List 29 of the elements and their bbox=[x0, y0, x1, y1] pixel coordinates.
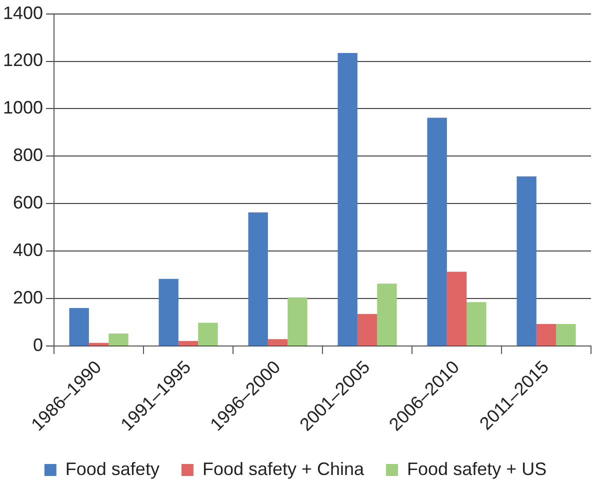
bar bbox=[178, 341, 198, 346]
bar bbox=[268, 339, 288, 346]
y-tick-label: 1000 bbox=[2, 98, 44, 118]
bar bbox=[158, 278, 178, 346]
bar bbox=[466, 302, 486, 346]
y-tick-label: 400 bbox=[12, 240, 44, 260]
y-tick-label: 1200 bbox=[2, 50, 44, 70]
bar bbox=[338, 52, 358, 346]
bar bbox=[288, 297, 308, 346]
legend-label: Food safety bbox=[65, 458, 160, 479]
bar bbox=[427, 118, 447, 346]
legend-label: Food safety + US bbox=[407, 458, 547, 479]
bar bbox=[357, 314, 378, 346]
bar bbox=[516, 176, 536, 346]
y-tick-label: 200 bbox=[12, 288, 44, 308]
bar bbox=[248, 212, 268, 346]
legend-label: Food safety + China bbox=[202, 458, 366, 479]
bar bbox=[198, 322, 218, 346]
bar bbox=[556, 324, 576, 346]
bar bbox=[536, 324, 556, 346]
y-tick-label: 800 bbox=[12, 145, 44, 166]
bar bbox=[69, 308, 89, 346]
y-tick-label: 1400 bbox=[2, 2, 44, 23]
y-tick-label: 0 bbox=[33, 334, 44, 355]
bar bbox=[377, 284, 397, 346]
bar bbox=[88, 342, 109, 346]
bar bbox=[446, 272, 467, 346]
bar bbox=[108, 333, 128, 346]
y-tick-label: 600 bbox=[12, 192, 44, 213]
